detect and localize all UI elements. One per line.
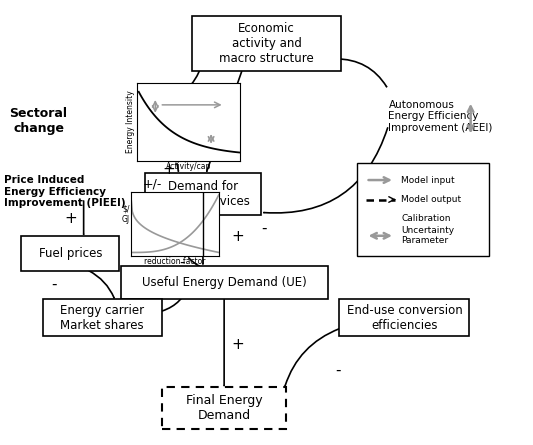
Text: -: - xyxy=(335,363,341,378)
Text: Calibration: Calibration xyxy=(401,214,451,223)
FancyArrowPatch shape xyxy=(207,71,242,171)
FancyBboxPatch shape xyxy=(43,299,162,336)
FancyBboxPatch shape xyxy=(340,299,470,336)
Text: Useful Energy Demand (UE): Useful Energy Demand (UE) xyxy=(142,276,306,289)
Text: +: + xyxy=(231,229,244,244)
FancyArrowPatch shape xyxy=(336,59,386,87)
FancyArrowPatch shape xyxy=(189,258,199,266)
Text: Sectoral
change: Sectoral change xyxy=(10,107,68,135)
FancyBboxPatch shape xyxy=(192,16,341,71)
Text: Fuel prices: Fuel prices xyxy=(38,247,102,260)
Text: +/-: +/- xyxy=(143,177,162,190)
Text: Model output: Model output xyxy=(401,195,462,204)
Text: -: - xyxy=(261,220,266,235)
FancyBboxPatch shape xyxy=(357,163,489,256)
Text: +: + xyxy=(162,162,175,177)
Text: Demand for
Energy Services: Demand for Energy Services xyxy=(156,180,251,208)
Text: Price Induced
Energy Efficiency
Improvement (PIEEI): Price Induced Energy Efficiency Improvem… xyxy=(4,175,126,208)
Text: Autonomous
Energy Efficiency
Improvement (AEEI): Autonomous Energy Efficiency Improvement… xyxy=(389,100,493,133)
Text: +: + xyxy=(231,336,244,352)
FancyBboxPatch shape xyxy=(144,173,261,215)
FancyBboxPatch shape xyxy=(121,266,327,299)
FancyBboxPatch shape xyxy=(162,387,286,429)
FancyArrowPatch shape xyxy=(177,163,179,171)
FancyArrowPatch shape xyxy=(264,128,387,213)
FancyArrowPatch shape xyxy=(172,71,199,97)
Text: Final Energy
Demand: Final Energy Demand xyxy=(186,394,262,422)
Text: Model input: Model input xyxy=(401,175,455,185)
Text: -: - xyxy=(52,277,57,292)
Text: +: + xyxy=(64,210,77,226)
FancyArrowPatch shape xyxy=(162,283,189,311)
Text: End-use conversion
efficiencies: End-use conversion efficiencies xyxy=(346,303,462,332)
FancyArrowPatch shape xyxy=(89,271,114,298)
FancyArrowPatch shape xyxy=(285,329,339,386)
FancyBboxPatch shape xyxy=(21,236,119,271)
Text: Economic
activity and
macro structure: Economic activity and macro structure xyxy=(219,22,314,65)
Text: Uncertainty
Parameter: Uncertainty Parameter xyxy=(401,226,454,246)
Text: -: - xyxy=(179,255,184,270)
Text: Energy carrier
Market shares: Energy carrier Market shares xyxy=(60,303,144,332)
